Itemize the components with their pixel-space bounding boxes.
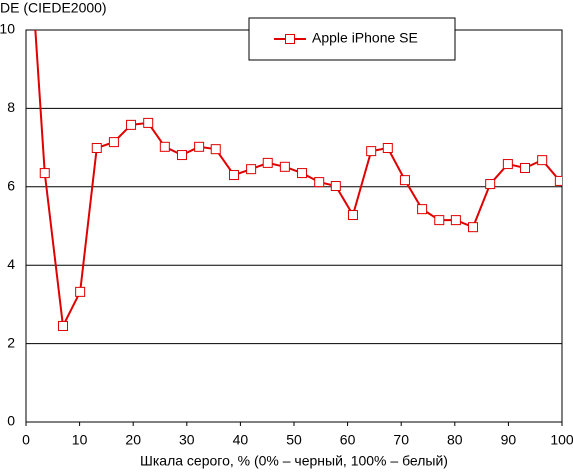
x-tick-label: 10 [72,432,88,448]
y-tick-label: 0 [7,413,15,429]
point-marker [366,146,377,157]
x-tick-label: 60 [340,432,356,448]
point-marker [279,161,290,172]
point-marker [39,168,50,179]
point-marker [537,155,548,166]
point-marker [108,137,119,148]
x-tick-label: 50 [286,432,302,448]
point-marker [143,117,154,128]
point-marker [75,286,86,297]
point-marker [485,179,496,190]
x-tick-label: 20 [125,432,141,448]
point-marker [57,320,68,331]
point-marker [554,175,562,186]
y-tick-label: 2 [7,334,15,350]
point-marker [382,142,393,153]
point-marker [450,215,461,226]
x-tick-label: 30 [179,432,195,448]
point-marker [314,177,325,188]
x-axis-label: Шкала серого, % (0% – черный, 100% – бел… [140,453,448,469]
point-marker [330,181,341,192]
y-tick-label: 8 [7,99,15,115]
point-marker [347,210,358,221]
x-tick-label: 0 [22,432,30,448]
point-marker [246,164,257,175]
legend-marker [285,34,295,44]
y-tick-label: 10 [0,21,15,37]
x-tick-label: 80 [447,432,463,448]
point-marker [417,204,428,215]
point-marker [520,162,531,173]
point-marker [228,170,239,181]
y-tick-label: 6 [7,178,15,194]
point-marker [434,215,445,226]
point-marker [468,222,479,233]
x-tick-label: 40 [233,432,249,448]
y-tick-label: 4 [7,256,15,272]
point-marker [176,150,187,161]
y-axis-label: DE (CIEDE2000) [0,0,107,16]
point-marker [126,119,137,130]
point-marker [502,159,513,170]
point-marker [159,141,170,152]
plot-border [25,29,563,423]
point-marker [91,142,102,153]
point-marker [194,141,205,152]
x-tick-label: 90 [501,432,517,448]
x-tick-label: 100 [550,432,573,448]
point-marker [399,175,410,186]
point-marker [210,144,221,155]
legend-label: Apple iPhone SE [312,30,418,46]
point-marker [297,168,308,179]
x-tick-label: 70 [393,432,409,448]
plot-area [34,30,562,331]
point-marker [262,157,273,168]
